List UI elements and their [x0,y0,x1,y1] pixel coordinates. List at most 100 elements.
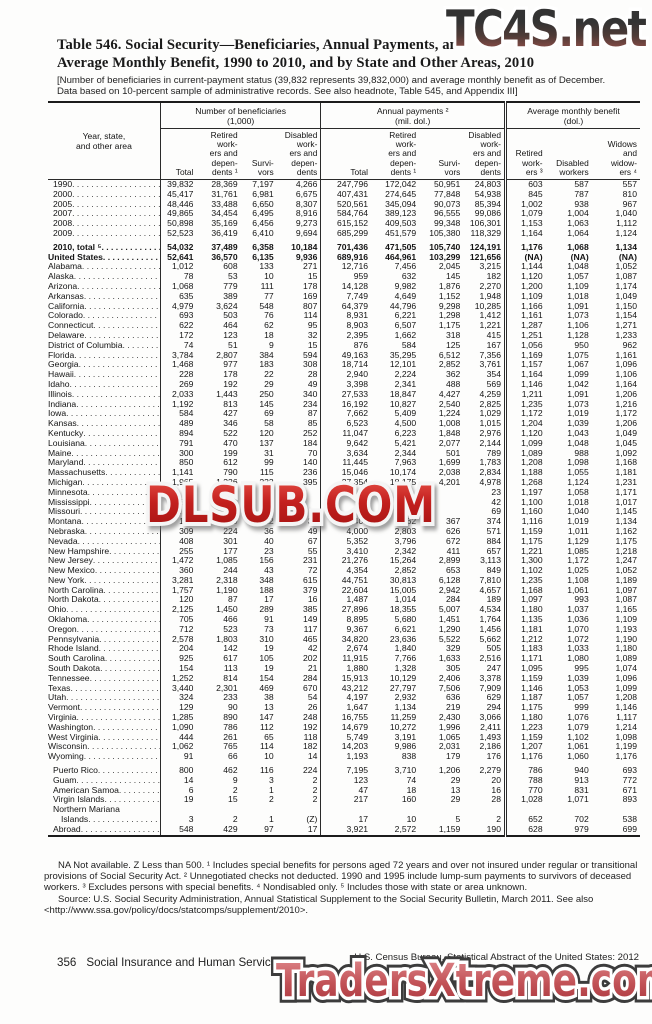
row-label-text: Islands [61,815,89,825]
data-cell: 379 [303,584,318,595]
data-cell: 1,180 [503,604,546,616]
data-cell: 21 [307,663,318,674]
data-cell: 786 [223,721,238,732]
data-cell: 6,128 [438,574,461,585]
data-cell: 15,046 [320,467,372,478]
data-cell: 13 [264,702,274,713]
table-title-line2: Average Monthly Benefit, 1990 to 2010, a… [57,54,535,71]
dot-leader [77,625,160,635]
data-cell: 1,175 [615,535,637,546]
data-cell: 2,186 [479,741,501,752]
table-row: Oregon712523731179,3676,6211,2901,4561,1… [48,623,640,635]
data-cell: 415 [486,329,501,340]
table-row: Wyoming916610141,1938381791761,1761,0601… [48,751,640,763]
data-cell: 1,175 [503,702,546,714]
data-cell: 636 [445,692,461,703]
data-cell: 1,095 [503,663,546,674]
watermark-tradersxtreme: TradersXtreme.com TradersXtreme.com Trad… [271,948,652,1014]
data-cell: 894 [179,427,194,438]
dot-leader [74,351,159,361]
data-cell: 1,880 [320,663,372,674]
data-cell: 1,451 [438,614,461,625]
data-cell: 632 [401,271,417,282]
dot-leader [70,380,160,390]
column-header: Survi- vors [240,128,277,181]
data-cell: 48,446 [167,198,194,209]
data-cell: 34,820 [320,634,372,645]
data-cell: 1,087 [615,271,637,282]
data-cell: 810 [622,188,637,199]
data-cell: 169 [303,290,318,301]
data-cell: 39,832 [167,179,194,190]
dot-leader [72,190,159,200]
row-label-text: Florida [48,350,75,360]
data-cell: 149 [303,614,318,625]
data-cell: 594 [303,349,318,360]
data-cell: 43,212 [320,683,372,694]
data-cell: 10,272 [389,721,417,732]
dot-leader [84,576,159,586]
data-cell: 1,017 [615,496,637,507]
data-cell: 1,171 [503,653,546,665]
data-cell: 27,896 [320,604,372,616]
data-cell: 1,848 [438,427,461,438]
data-cell: 429 [223,823,238,834]
dot-leader [98,733,159,743]
data-cell: 1,070 [567,623,589,634]
data-cell: 652 [503,814,546,825]
data-cell: 1,097 [615,584,637,595]
data-cell: 22 [264,369,274,380]
dot-leader [83,458,159,468]
data-cell: 120 [259,427,274,438]
data-cell: 940 [574,765,589,776]
data-cell: 9 [268,339,274,350]
data-cell: 44,796 [389,300,417,311]
data-cell: 124,191 [469,241,501,252]
data-cell: 182 [303,741,318,752]
row-label: Wyoming [48,752,161,763]
data-cell: 1,068 [567,241,589,252]
data-cell: 5,749 [320,732,372,743]
data-cell: 2,674 [320,644,372,655]
data-cell: 1,165 [615,604,637,615]
data-cell: 1,214 [615,721,637,732]
dot-leader [72,209,159,219]
data-cell: 779 [223,280,238,291]
row-label: Washington [48,722,161,733]
data-cell: 9,694 [295,228,318,238]
row-label-text: Massachusetts [48,468,106,478]
data-cell: 1,040 [567,506,589,517]
row-label: South Carolina [48,654,161,665]
row-label: Rhode Island [48,644,161,655]
data-cell: 1,176 [503,751,546,763]
data-cell: 705 [179,614,194,625]
data-cell: 2,125 [171,604,194,615]
row-label: Connecticut [48,321,161,331]
data-cell: 345,094 [385,198,417,209]
data-cell: 1,036 [567,614,589,625]
row-label-text: Tennessee [48,673,90,683]
data-cell: 464 [223,320,238,331]
data-cell: 427 [223,408,238,419]
data-cell: 1,040 [615,208,637,219]
data-cell: 11,915 [320,653,372,665]
row-label-text: Missouri [48,507,80,517]
data-cell: 190 [486,823,501,834]
data-cell: 603 [503,179,546,190]
dot-leader [93,321,159,331]
data-cell: 1,200 [503,281,546,292]
data-cell: 1,048 [567,261,589,272]
data-cell: 2,572 [394,823,417,834]
row-label-text: New Hampshire [48,546,110,556]
data-cell: 913 [574,774,589,785]
data-cell: 7,456 [394,261,417,272]
row-label: Delaware [48,330,161,341]
data-cell: 1,647 [320,702,372,714]
data-cell: 224 [303,765,318,776]
data-cell: 1,164 [503,369,546,380]
